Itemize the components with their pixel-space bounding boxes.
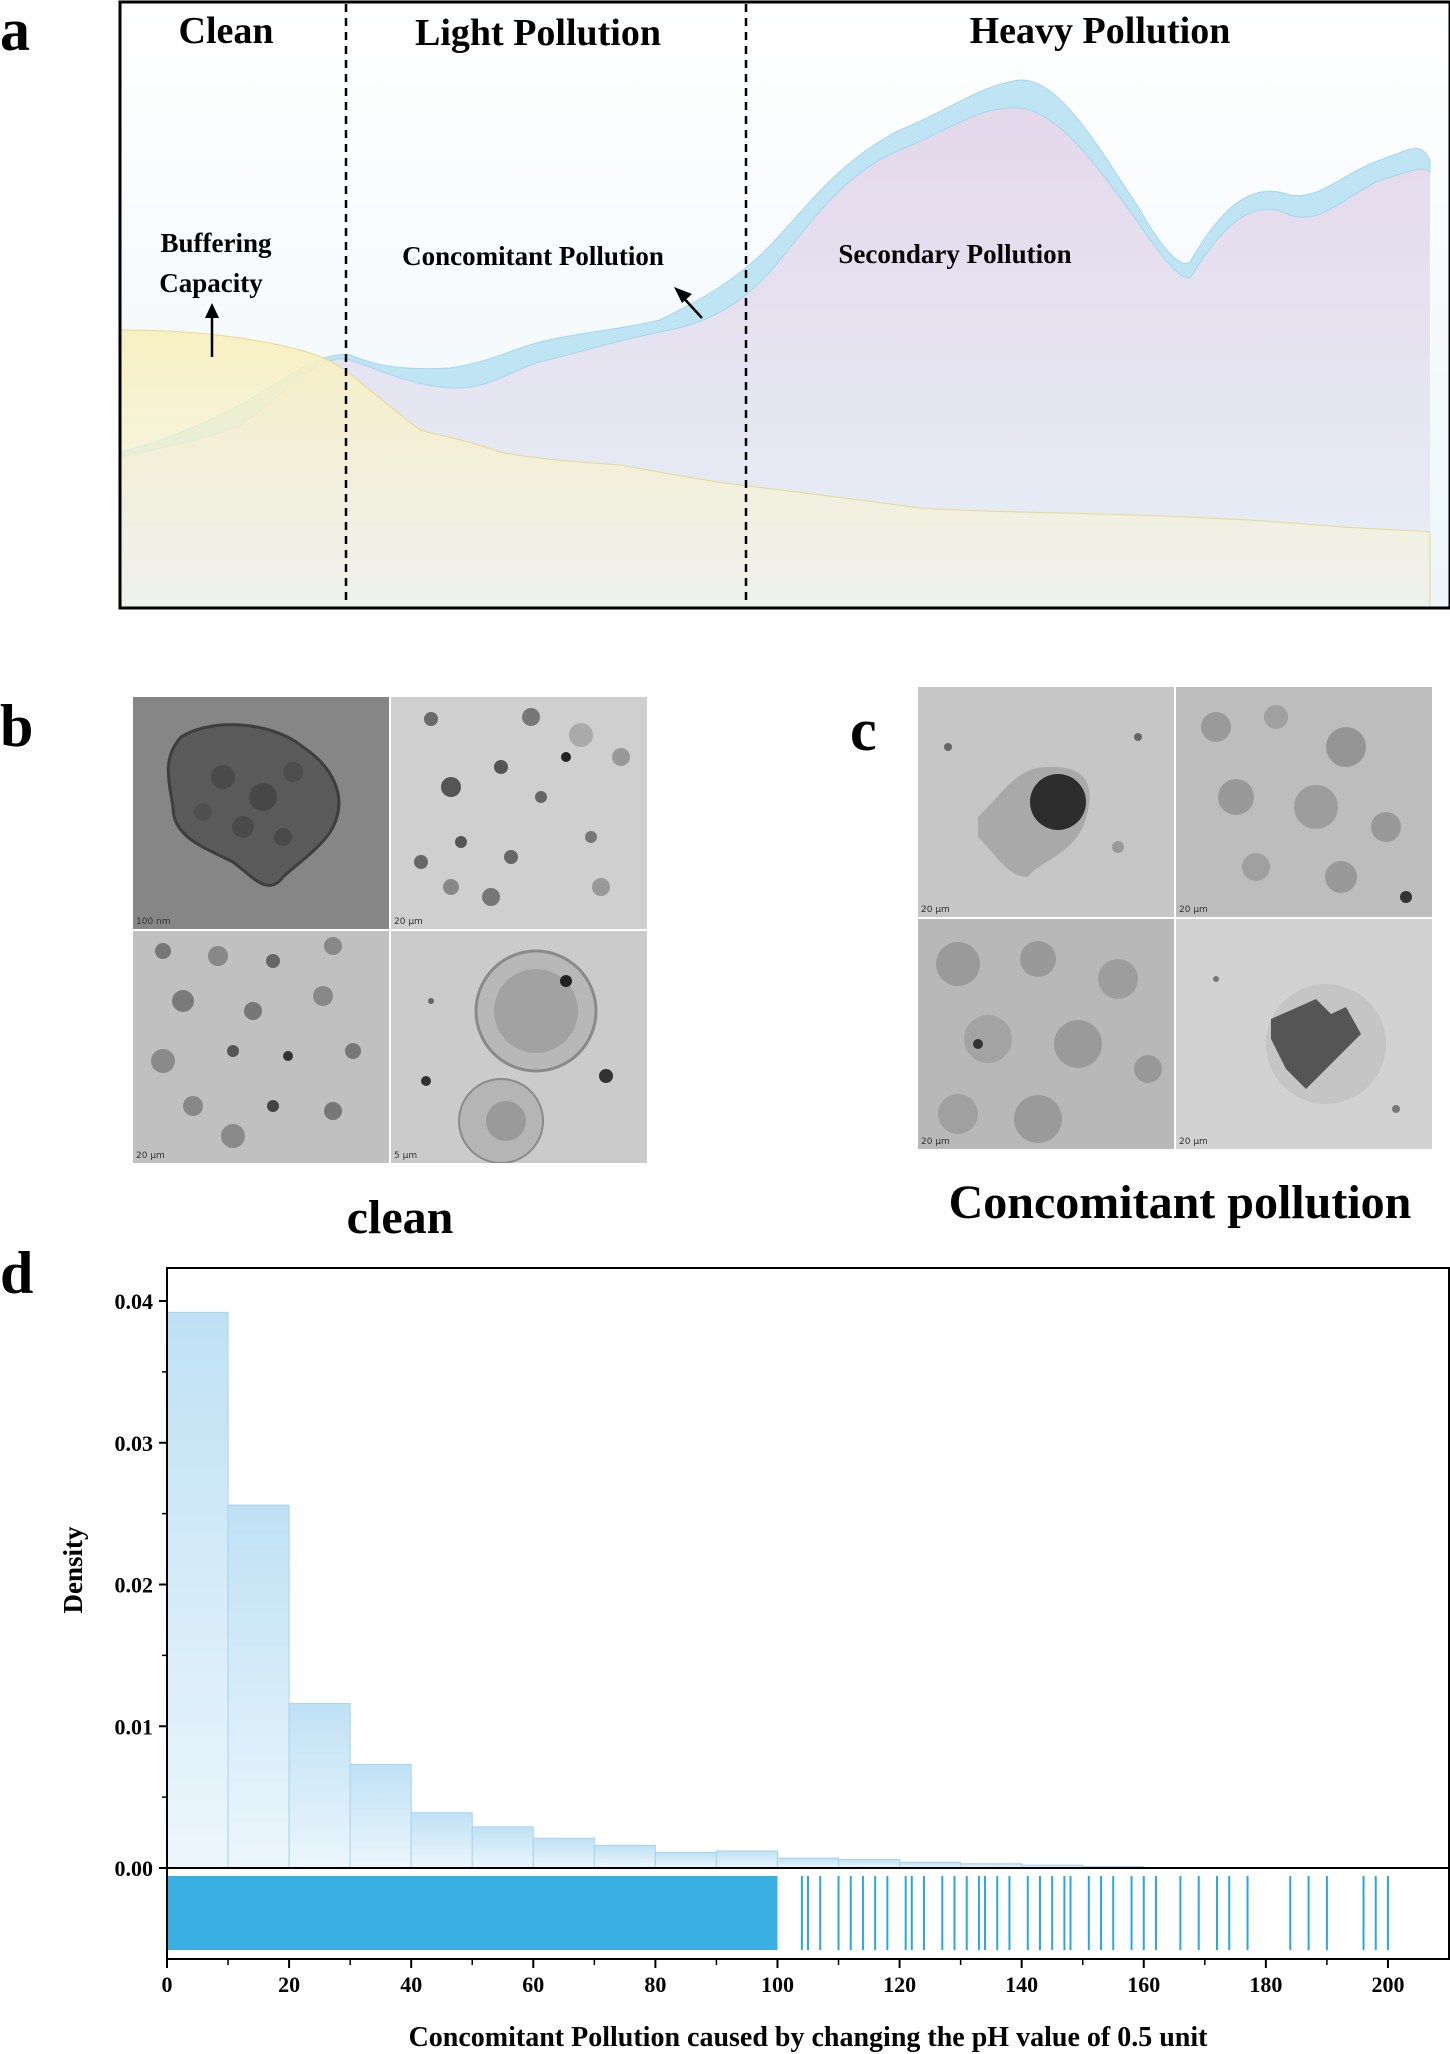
scale-bar-label: 5 μm (394, 1151, 418, 1161)
histogram-bar (593, 1844, 656, 1869)
y-axis-title: Density (58, 1526, 88, 1613)
concomitant-band (119, 79, 1431, 458)
x-axis-title: Concomitant Pollution caused by changing… (409, 2022, 1209, 2053)
secondary-label: Secondary Pollution (838, 239, 1071, 269)
tem-droplets-graphic (151, 937, 361, 1148)
tem-image-pollution-1: 20 μm (917, 686, 1175, 918)
buffering-area (119, 329, 1431, 609)
histogram-bar (410, 1812, 473, 1869)
x-tick-label: 20 (278, 1972, 300, 1997)
buffering-label-line1: Buffering (161, 228, 272, 258)
buffering-label-line2: Capacity (159, 268, 263, 298)
tem-particle-graphic (1213, 976, 1400, 1113)
histogram-bar (227, 1504, 290, 1869)
y-tick-label: 0.00 (115, 1856, 154, 1881)
x-tick-label: 40 (400, 1972, 422, 1997)
pollution-stage-diagram: Clean Light Pollution Heavy Pollution Bu… (118, 0, 1450, 610)
tem-image-pollution-4: 20 μm (1175, 918, 1433, 1150)
histogram-bar (654, 1851, 717, 1869)
scale-bar-label: 100 nm (136, 917, 171, 927)
tem-particle-graphic (1201, 705, 1412, 903)
tem-droplets-graphic (936, 941, 1162, 1143)
tem-droplets-graphic (414, 708, 630, 906)
x-tick-label: 120 (883, 1972, 916, 1997)
zone-label-clean: Clean (179, 10, 274, 52)
histogram-bar (349, 1764, 412, 1869)
tem-image-pollution-3: 20 μm (917, 918, 1175, 1150)
tem-image-clean-2: 20 μm (390, 696, 648, 930)
x-tick-label: 200 (1371, 1972, 1404, 1997)
tem-image-clean-1: 100 nm (132, 696, 390, 930)
histogram-bar (288, 1703, 351, 1869)
tem-image-clean-3: 20 μm (132, 930, 390, 1164)
panel-label-b: b (0, 693, 34, 759)
zone-label-heavy: Heavy Pollution (970, 10, 1231, 52)
tem-aggregate-graphic (166, 723, 341, 887)
tem-image-pollution-2: 20 μm (1175, 686, 1433, 918)
y-tick-label: 0.01 (115, 1714, 154, 1739)
rug-dense-block (167, 1876, 778, 1950)
y-tick-label: 0.03 (115, 1431, 154, 1456)
histogram-bar (838, 1858, 901, 1869)
tem-cell-graphic (421, 949, 613, 1163)
scale-bar-label: 20 μm (921, 1137, 950, 1147)
plot-frame (166, 1267, 1450, 1960)
y-tick-label: 0.04 (115, 1289, 154, 1314)
panel-label-d: d (0, 1240, 34, 1306)
panel-label-c: c (850, 697, 877, 763)
histogram-bar (715, 1850, 778, 1869)
x-tick-label: 140 (1005, 1972, 1038, 1997)
histogram-bar (776, 1857, 840, 1869)
histogram-bar (471, 1826, 534, 1869)
concomitant-arrow-head (674, 287, 692, 303)
scale-bar-label: 20 μm (1179, 1137, 1208, 1147)
panel-label-a: a (0, 0, 30, 63)
y-tick-label: 0.02 (115, 1573, 154, 1598)
caption-concomitant-pollution: Concomitant pollution (948, 1176, 1412, 1229)
x-tick-label: 0 (162, 1972, 173, 1997)
panel-a-frame (118, 0, 1450, 610)
tem-image-clean-4: 5 μm (390, 930, 648, 1164)
scale-bar-label: 20 μm (1179, 905, 1208, 915)
x-tick-label: 160 (1127, 1972, 1160, 1997)
x-tick-label: 60 (522, 1972, 544, 1997)
scale-bar-label: 20 μm (921, 905, 950, 915)
x-tick-label: 180 (1249, 1972, 1282, 1997)
scale-bar-label: 20 μm (394, 917, 423, 927)
histogram-bar (532, 1837, 595, 1869)
tem-particle-graphic (944, 733, 1142, 877)
buffering-arrow-head (205, 303, 219, 318)
concomitant-label: Concomitant Pollution (402, 241, 664, 271)
caption-clean: clean (346, 1191, 454, 1244)
x-tick-label: 80 (644, 1972, 666, 1997)
zone-label-light: Light Pollution (415, 12, 661, 54)
scale-bar-label: 20 μm (136, 1151, 165, 1161)
x-tick-label: 100 (761, 1972, 794, 1997)
histogram-bar (166, 1311, 229, 1869)
